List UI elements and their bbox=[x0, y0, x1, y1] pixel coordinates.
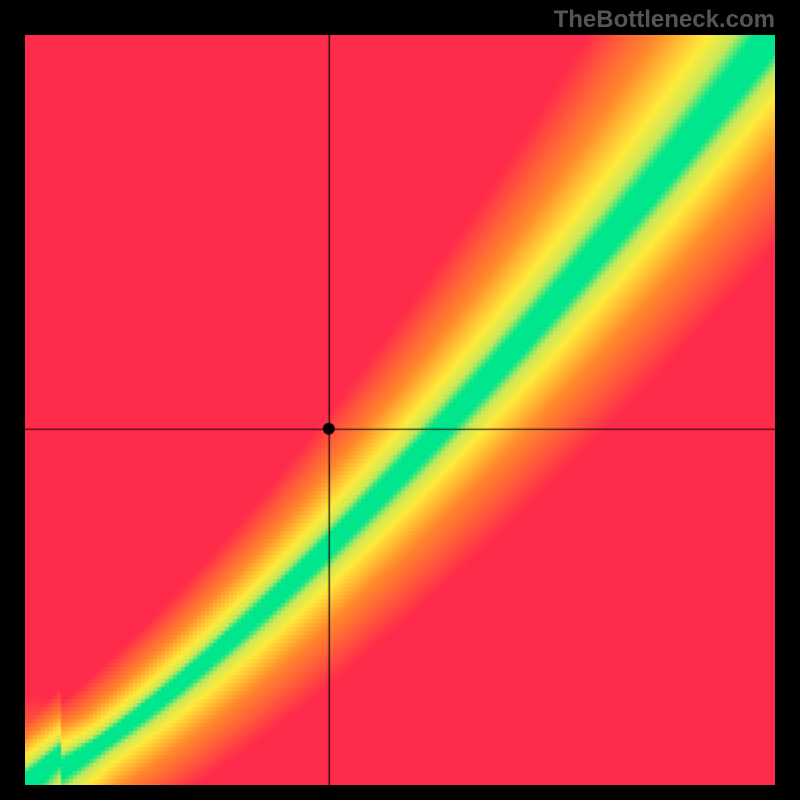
watermark-text: TheBottleneck.com bbox=[554, 6, 775, 34]
chart-container: TheBottleneck.com bbox=[0, 0, 800, 800]
bottleneck-heatmap bbox=[25, 35, 775, 785]
